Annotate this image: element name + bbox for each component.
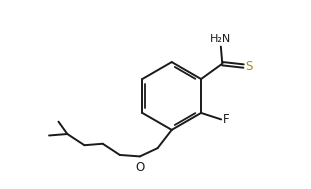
Text: S: S [246, 60, 253, 73]
Text: F: F [223, 113, 230, 126]
Text: O: O [135, 160, 144, 174]
Text: H₂N: H₂N [210, 34, 231, 44]
